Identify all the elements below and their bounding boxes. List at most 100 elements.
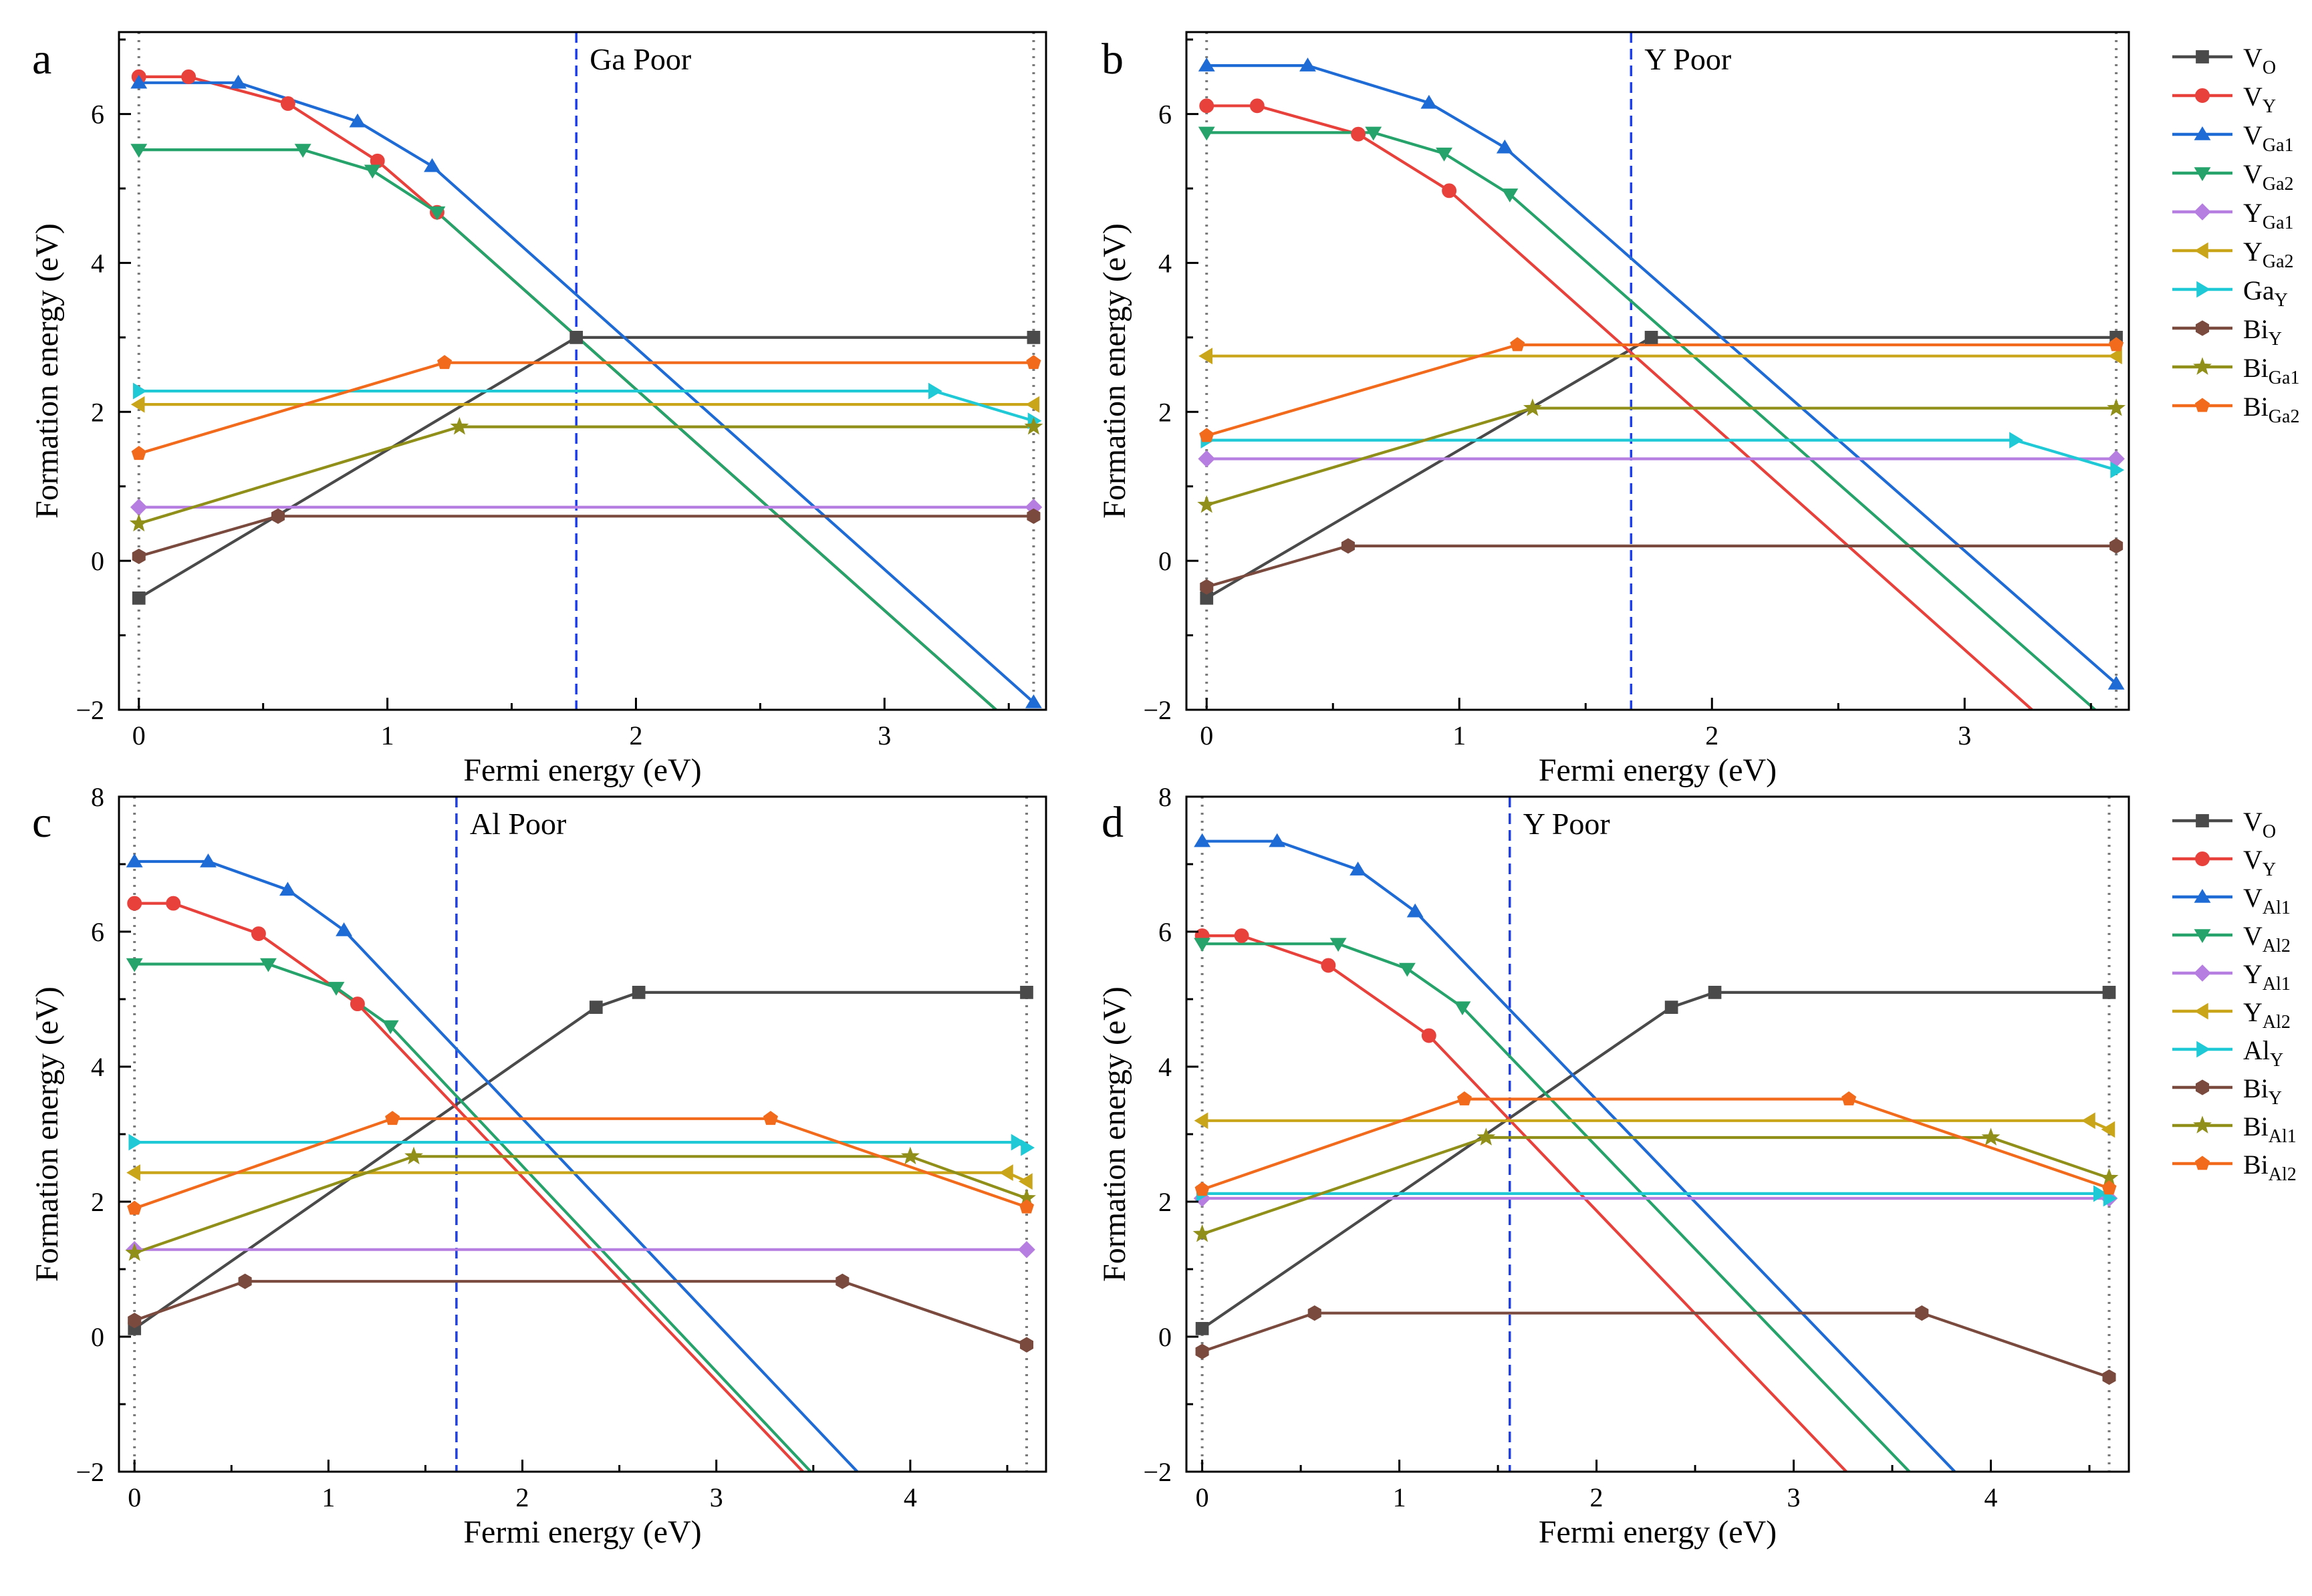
data-point-VO-1 — [1644, 331, 1658, 344]
y-tick-label: 6 — [1158, 917, 1172, 947]
series-group — [1197, 57, 2126, 710]
x-tick-label: 3 — [878, 720, 891, 751]
y-tick-label: 4 — [91, 1052, 104, 1082]
series-line-BiGa2 — [138, 361, 1034, 455]
legend-marker — [2196, 50, 2209, 63]
data-point-VO-1 — [569, 331, 584, 344]
series-line-VO — [1206, 336, 2117, 600]
data-point-VY-2 — [1351, 126, 1366, 142]
x-tick-label: 0 — [1200, 720, 1213, 751]
data-point-YGa1-0 — [1198, 450, 1216, 468]
data-point-VAl2-3 — [382, 1020, 399, 1035]
y-tick-label: 4 — [1158, 248, 1172, 278]
data-point-VGa1-3 — [424, 158, 440, 172]
data-point-BiY-3 — [2102, 1369, 2116, 1385]
data-point-VAl1-2 — [279, 882, 296, 896]
legend-marker — [2194, 398, 2210, 412]
x-tick-label: 4 — [904, 1482, 917, 1512]
series-line-VY — [134, 902, 805, 1472]
legend-marker — [2194, 167, 2211, 181]
legend-marker — [2194, 242, 2208, 259]
y-tick-label: −2 — [76, 695, 104, 725]
data-point-VGa2-0 — [130, 144, 148, 158]
data-point-BiY-3 — [1019, 1337, 1034, 1353]
series-line-BiAl2 — [1201, 1097, 2110, 1191]
data-point-VAl2-0 — [126, 958, 143, 972]
panel-d: 0 1 2 3 4 −2 0 2 4 6 8 Fermi energy (eV) Formation e… — [1097, 782, 2130, 1550]
data-point-YAl2-1 — [2081, 1112, 2095, 1129]
data-point-VO-1 — [1664, 1001, 1678, 1014]
legend-label: BiGa1 — [2243, 353, 2299, 388]
data-point-VY-2 — [280, 96, 295, 111]
data-point-VO-0 — [132, 591, 146, 605]
y-tick-label: 6 — [91, 917, 104, 947]
data-point-VAl2-1 — [259, 958, 277, 972]
legend-label: VO — [2243, 807, 2276, 842]
data-point-BiGa2-1 — [1510, 337, 1525, 352]
series-group — [1192, 833, 2119, 1472]
data-point-VO-0 — [1195, 1322, 1209, 1335]
data-point-YAl2-0 — [126, 1164, 140, 1182]
panel-c: 0 1 2 3 4 −2 0 2 4 6 8 Fermi energy (eV) Formation e… — [29, 782, 1047, 1550]
data-point-BiAl1-2 — [1981, 1127, 2001, 1146]
data-point-VY-1 — [1234, 928, 1249, 944]
legend-entry-YGa1: YGa1 — [2172, 198, 2294, 233]
data-point-BiY-0 — [1200, 579, 1214, 595]
data-point-BiAl2-2 — [1841, 1091, 1857, 1105]
data-point-BiAl2-3 — [2101, 1180, 2117, 1195]
data-point-BiY-1 — [1341, 538, 1355, 554]
y-tick-label: 0 — [1158, 546, 1172, 576]
legend-label: YAl2 — [2243, 997, 2291, 1033]
x-tick-label: 1 — [1452, 720, 1466, 751]
data-point-AlY-1 — [2093, 1185, 2107, 1202]
x-tick-label: 4 — [1984, 1482, 1998, 1512]
data-point-VGa2-1 — [294, 144, 311, 158]
series-line-VY — [1202, 934, 1849, 1472]
legend-label: YGa1 — [2243, 198, 2294, 233]
legend-marker — [2195, 851, 2210, 866]
panel-letter: a — [32, 35, 51, 84]
data-point-AlY-0 — [128, 1134, 143, 1151]
legend-entry-BiY: BiY — [2172, 314, 2282, 350]
data-point-YAl2-2 — [1019, 1173, 1033, 1190]
panel-letter: b — [1102, 35, 1124, 84]
data-point-VAl1-0 — [1194, 833, 1211, 847]
panel-letter: c — [32, 798, 51, 847]
y-tick-label: 6 — [91, 100, 104, 130]
plot-frame — [1185, 795, 2130, 1473]
legend-label: VAl1 — [2243, 883, 2291, 918]
data-point-VAl1-0 — [126, 853, 143, 868]
data-point-VAl1-3 — [336, 922, 353, 936]
data-point-BiAl1-1 — [1476, 1127, 1496, 1146]
data-point-VO-2 — [1027, 331, 1041, 344]
y-axis-label: Formation energy (eV) — [29, 223, 65, 519]
data-point-BiY-2 — [836, 1273, 850, 1289]
legend-entry-VAl2: VAl2 — [2172, 921, 2291, 956]
panel-title: Al Poor — [470, 807, 566, 841]
data-point-VAl1-3 — [1406, 903, 1424, 918]
data-point-VAl1-2 — [1350, 861, 1367, 876]
y-tick-label: 6 — [1158, 100, 1172, 130]
panel-title: Y Poor — [1523, 807, 1610, 841]
x-tick-label: 3 — [1787, 1482, 1801, 1512]
series-line-BiAl1 — [1201, 1136, 2110, 1236]
data-point-BiAl1-1 — [404, 1146, 423, 1165]
data-point-VY-0 — [127, 896, 142, 911]
series-line-VAl2 — [1202, 942, 1912, 1472]
series-line-BiGa1 — [1206, 406, 2117, 507]
data-point-VAl2-3 — [1454, 1001, 1471, 1016]
data-point-VO-1 — [589, 1001, 603, 1014]
data-point-BiGa2-2 — [1026, 355, 1041, 370]
data-point-VAl2-2 — [1398, 962, 1416, 977]
series-line-AlY — [134, 1140, 1028, 1150]
y-tick-label: 0 — [1158, 1322, 1172, 1352]
data-point-BiY-0 — [128, 1313, 142, 1329]
legend-entry-VGa1: VGa1 — [2172, 120, 2294, 156]
data-point-YGa2-0 — [130, 396, 145, 413]
series-line-VGa2 — [1206, 131, 2097, 710]
plot-frame — [118, 31, 1047, 711]
legend-label: BiAl2 — [2243, 1150, 2297, 1185]
legend-entry-VGa2: VGa2 — [2172, 159, 2294, 194]
data-point-VO-2 — [1708, 986, 1722, 999]
